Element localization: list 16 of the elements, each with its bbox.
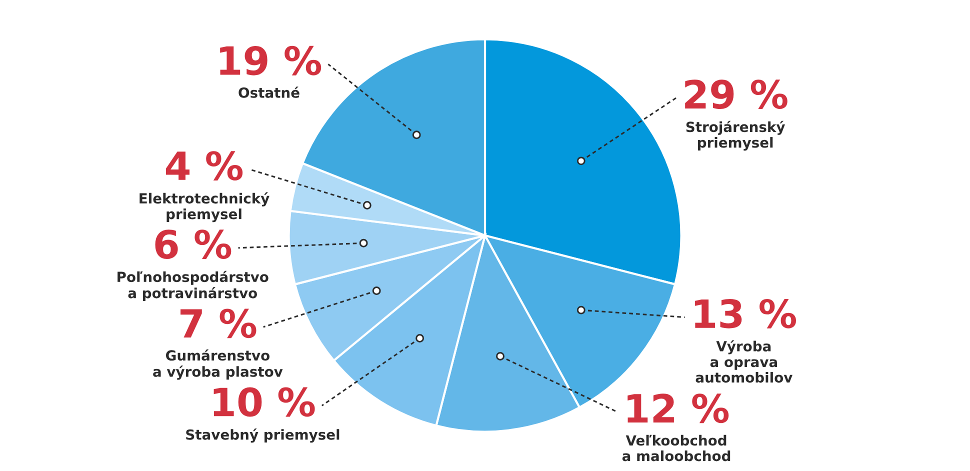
data-label: 6 %	[155, 230, 232, 259]
data-label: 4 %	[166, 151, 243, 180]
slice-label: Strojárenský priemysel	[686, 120, 786, 151]
slice-label: Poľnohospodárstvo a potravinárstvo	[118, 270, 268, 302]
data-label: 29 %	[685, 80, 788, 110]
slice-label: Výroba a oprava automobilov	[696, 340, 792, 383]
data-label: 13 %	[695, 298, 796, 328]
data-label: 10 %	[214, 387, 315, 417]
slice-label: Stavebný priemysel	[186, 428, 340, 443]
slice-label: Gumárenstvo a výroba plastov	[153, 349, 283, 380]
slice-label: Elektrotechnický priemysel	[140, 192, 270, 222]
slice-label: Veľkoobchod a maloobchod	[622, 434, 730, 462]
data-label: 7 %	[180, 308, 256, 338]
data-label: 19 %	[220, 46, 322, 76]
data-label: 12 %	[628, 394, 729, 424]
slice-label: Ostatné	[238, 86, 300, 98]
